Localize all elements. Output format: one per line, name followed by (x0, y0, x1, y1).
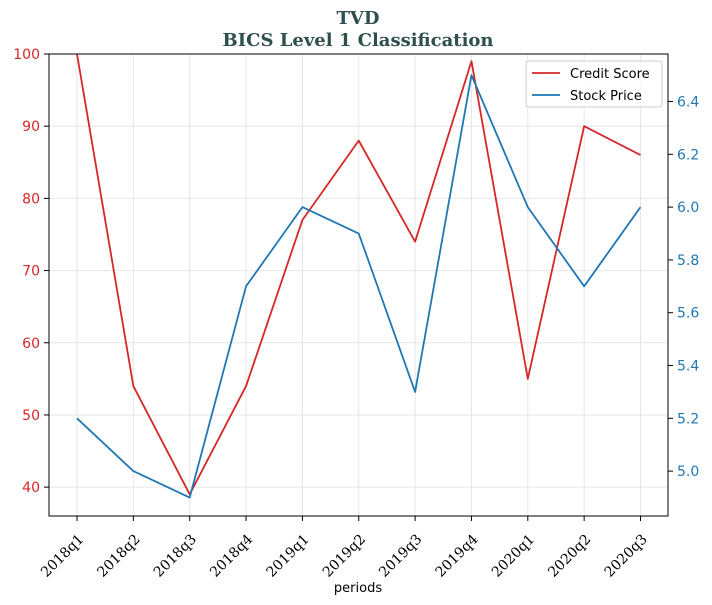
y-left-tick-label: 40 (22, 480, 40, 496)
chart-title: TVD (337, 8, 380, 29)
series-lines (76, 53, 642, 499)
x-tick-label: 2020q2 (545, 531, 594, 580)
x-tick-label: 2018q2 (94, 531, 143, 580)
x-tick-label: 2018q3 (151, 531, 200, 580)
y-right-tick-label: 5.4 (677, 359, 699, 375)
y-right-tick-label: 5.2 (677, 411, 699, 427)
y-right-tick-label: 6.0 (677, 200, 699, 216)
y-right-tick-label: 5.6 (677, 306, 699, 322)
x-axis-label: periods (334, 581, 382, 596)
grid (49, 53, 668, 516)
x-tick-label: 2019q1 (263, 531, 312, 580)
x-tick-label: 2019q4 (433, 531, 482, 580)
y-left-tick-label: 100 (13, 47, 40, 63)
y-right-tick-label: 6.4 (677, 95, 699, 111)
legend-label: Stock Price (570, 89, 642, 104)
legend-label: Credit Score (570, 67, 650, 82)
x-tick-label: 2020q1 (489, 531, 538, 580)
x-tick-label: 2019q2 (320, 531, 369, 580)
y-right-tick-label: 5.8 (677, 253, 699, 269)
y-right-tick-label: 5.0 (677, 464, 699, 480)
y-left-tick-label: 50 (22, 408, 40, 424)
legend: Credit Score Stock Price (525, 60, 663, 108)
x-tick-label: 2018q1 (38, 531, 87, 580)
y-left-tick-label: 70 (22, 264, 40, 280)
axes: 2018q1 2018q2 2018q3 2018q4 2019q1 2019q2 2019… (13, 47, 699, 581)
x-tick-label: 2019q3 (376, 531, 425, 580)
y-left-tick-label: 90 (22, 119, 40, 135)
y-left-tick-label: 60 (22, 336, 40, 352)
y-left-tick-label: 80 (22, 191, 40, 207)
y-right-tick-label: 6.2 (677, 147, 699, 163)
x-tick-label: 2018q4 (207, 531, 256, 580)
chart-subtitle: BICS Level 1 Classification (222, 30, 493, 51)
x-tick-label: 2020q3 (602, 531, 651, 580)
